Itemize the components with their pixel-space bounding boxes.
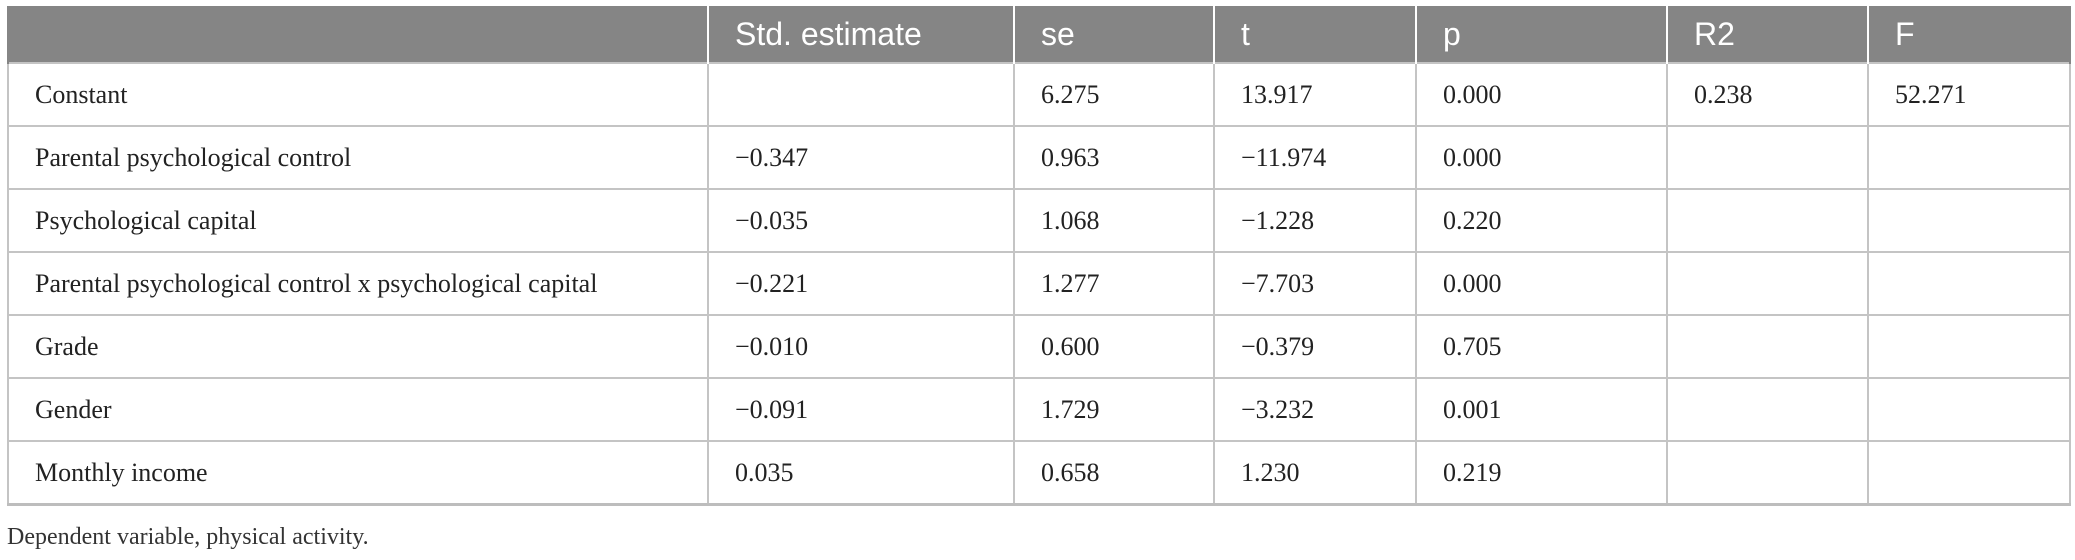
cell-r2 [1666,314,1869,379]
cell-t: −3.232 [1213,377,1417,442]
cell-r2 [1666,188,1869,253]
header-cell-f: F [1867,6,2071,63]
row-label: Constant [7,62,709,127]
table-row: Constant 6.275 13.917 0.000 0.238 52.271 [7,62,2071,127]
cell-t: 1.230 [1213,440,1417,506]
cell-std-estimate: −0.010 [707,314,1015,379]
header-cell-std-estimate: Std. estimate [707,6,1015,63]
cell-t: −11.974 [1213,125,1417,190]
cell-std-estimate: −0.347 [707,125,1015,190]
header-cell-variable [7,6,709,63]
cell-r2: 0.238 [1666,62,1869,127]
header-cell-r2: R2 [1666,6,1869,63]
header-cell-t: t [1213,6,1417,63]
cell-se: 6.275 [1013,62,1215,127]
cell-f [1867,251,2071,316]
header-cell-se: se [1013,6,1215,63]
row-label: Grade [7,314,709,379]
cell-p: 0.705 [1415,314,1668,379]
regression-table: Std. estimate se t p R2 F Constant 6.275… [7,6,2071,506]
row-label: Parental psychological control [7,125,709,190]
row-label: Gender [7,377,709,442]
cell-p: 0.001 [1415,377,1668,442]
cell-t: −7.703 [1213,251,1417,316]
table-header: Std. estimate se t p R2 F [7,6,2071,63]
row-label: Monthly income [7,440,709,506]
table-row: Psychological capital −0.035 1.068 −1.22… [7,188,2071,253]
cell-f [1867,377,2071,442]
cell-se: 1.729 [1013,377,1215,442]
table-footnote: Dependent variable, physical activity. [7,524,369,550]
cell-std-estimate [707,62,1015,127]
cell-t: 13.917 [1213,62,1417,127]
cell-f: 52.271 [1867,62,2071,127]
header-row: Std. estimate se t p R2 F [7,6,2071,63]
table-row: Parental psychological control x psychol… [7,251,2071,316]
cell-p: 0.219 [1415,440,1668,506]
cell-se: 0.600 [1013,314,1215,379]
table-row: Monthly income 0.035 0.658 1.230 0.219 [7,440,2071,506]
table-row: Grade −0.010 0.600 −0.379 0.705 [7,314,2071,379]
cell-f [1867,314,2071,379]
cell-r2 [1666,251,1869,316]
cell-p: 0.000 [1415,62,1668,127]
cell-std-estimate: 0.035 [707,440,1015,506]
cell-r2 [1666,125,1869,190]
cell-f [1867,188,2071,253]
cell-std-estimate: −0.091 [707,377,1015,442]
cell-std-estimate: −0.035 [707,188,1015,253]
regression-table-container: Std. estimate se t p R2 F Constant 6.275… [7,6,2071,506]
cell-std-estimate: −0.221 [707,251,1015,316]
table-row: Gender −0.091 1.729 −3.232 0.001 [7,377,2071,442]
row-label: Parental psychological control x psychol… [7,251,709,316]
cell-r2 [1666,377,1869,442]
cell-f [1867,125,2071,190]
cell-t: −1.228 [1213,188,1417,253]
cell-p: 0.000 [1415,251,1668,316]
cell-f [1867,440,2071,506]
cell-se: 1.277 [1013,251,1215,316]
cell-se: 0.658 [1013,440,1215,506]
cell-p: 0.000 [1415,125,1668,190]
table-body: Constant 6.275 13.917 0.000 0.238 52.271… [7,62,2071,506]
cell-se: 0.963 [1013,125,1215,190]
cell-se: 1.068 [1013,188,1215,253]
cell-r2 [1666,440,1869,506]
table-row: Parental psychological control −0.347 0.… [7,125,2071,190]
row-label: Psychological capital [7,188,709,253]
header-cell-p: p [1415,6,1668,63]
cell-t: −0.379 [1213,314,1417,379]
cell-p: 0.220 [1415,188,1668,253]
